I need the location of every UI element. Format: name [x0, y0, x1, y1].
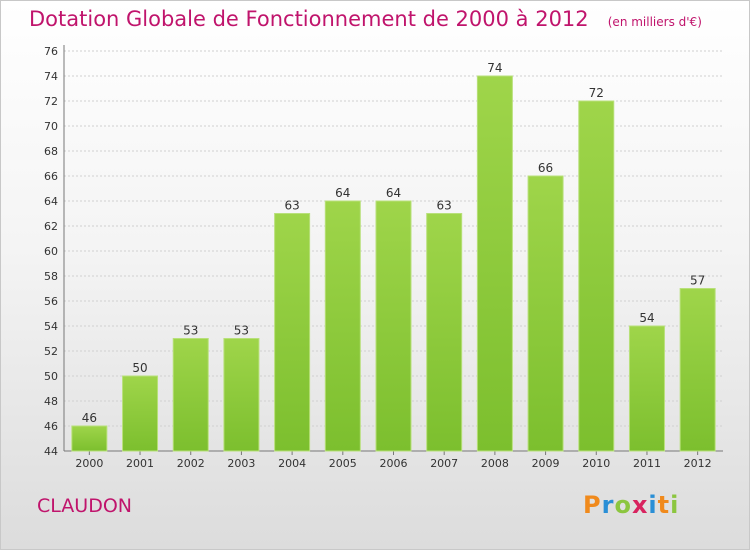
bar-2008: [476, 75, 513, 452]
bar-2009: [527, 175, 564, 452]
y-tick-label: 48: [44, 395, 58, 408]
data-label: 46: [82, 411, 97, 425]
y-tick-label: 66: [44, 170, 58, 183]
bar-2004: [274, 213, 311, 452]
data-label: 66: [538, 161, 553, 175]
data-label: 64: [335, 186, 350, 200]
proxiti-logo[interactable]: Proxiti: [583, 491, 680, 519]
bar-2002: [172, 338, 209, 452]
data-label: 53: [234, 324, 249, 338]
x-tick-label: 2009: [532, 457, 560, 470]
y-tick-label: 60: [44, 245, 58, 258]
bar-2003: [223, 338, 260, 452]
y-tick-label: 54: [44, 320, 58, 333]
bars: [71, 75, 716, 452]
x-tick-label: 2008: [481, 457, 509, 470]
data-label: 72: [589, 86, 604, 100]
chart-subtitle: (en milliers d'€): [607, 15, 702, 29]
labels: 44 46 48 50 52 54 56 58 60 62 64 66 68 70 72 74 76 46 2000…: [44, 45, 712, 470]
data-label: 63: [437, 199, 452, 213]
bar-2000: [71, 425, 108, 452]
chart-title: Dotation Globale de Fonctionnement de 20…: [29, 7, 589, 31]
data-label: 53: [183, 324, 198, 338]
x-tick-label: 2006: [380, 457, 408, 470]
bar-2005: [324, 200, 361, 452]
bar-2012: [679, 288, 716, 452]
bar-2007: [426, 213, 463, 452]
x-tick-label: 2010: [582, 457, 610, 470]
x-tick-label: 2001: [126, 457, 154, 470]
title-row: Dotation Globale de Fonctionnement de 20…: [29, 7, 702, 31]
y-tick-label: 58: [44, 270, 58, 283]
y-tick-label: 64: [44, 195, 58, 208]
x-tick-label: 2011: [633, 457, 661, 470]
data-label: 64: [386, 186, 401, 200]
data-label: 63: [284, 199, 299, 213]
y-tick-label: 74: [44, 70, 58, 83]
x-tick-label: 2002: [177, 457, 205, 470]
data-label: 50: [132, 361, 147, 375]
data-label: 74: [487, 61, 502, 75]
x-tick-label: 2003: [227, 457, 255, 470]
x-tick-label: 2007: [430, 457, 458, 470]
x-tick-label: 2000: [75, 457, 103, 470]
y-tick-label: 72: [44, 95, 58, 108]
bar-2011: [628, 325, 665, 452]
commune-name: CLAUDON: [37, 495, 132, 517]
y-tick-label: 46: [44, 420, 58, 433]
y-tick-label: 52: [44, 345, 58, 358]
x-tick-label: 2005: [329, 457, 357, 470]
bar-2006: [375, 200, 412, 452]
x-tick-label: 2012: [684, 457, 712, 470]
bar-2001: [122, 375, 159, 452]
data-label: 54: [639, 311, 654, 325]
y-tick-label: 76: [44, 45, 58, 58]
y-tick-label: 50: [44, 370, 58, 383]
y-tick-label: 68: [44, 145, 58, 158]
y-tick-label: 70: [44, 120, 58, 133]
y-tick-label: 44: [44, 445, 58, 458]
data-label: 57: [690, 274, 705, 288]
y-tick-label: 62: [44, 220, 58, 233]
x-tick-label: 2004: [278, 457, 306, 470]
y-tick-label: 56: [44, 295, 58, 308]
bar-2010: [578, 100, 615, 452]
